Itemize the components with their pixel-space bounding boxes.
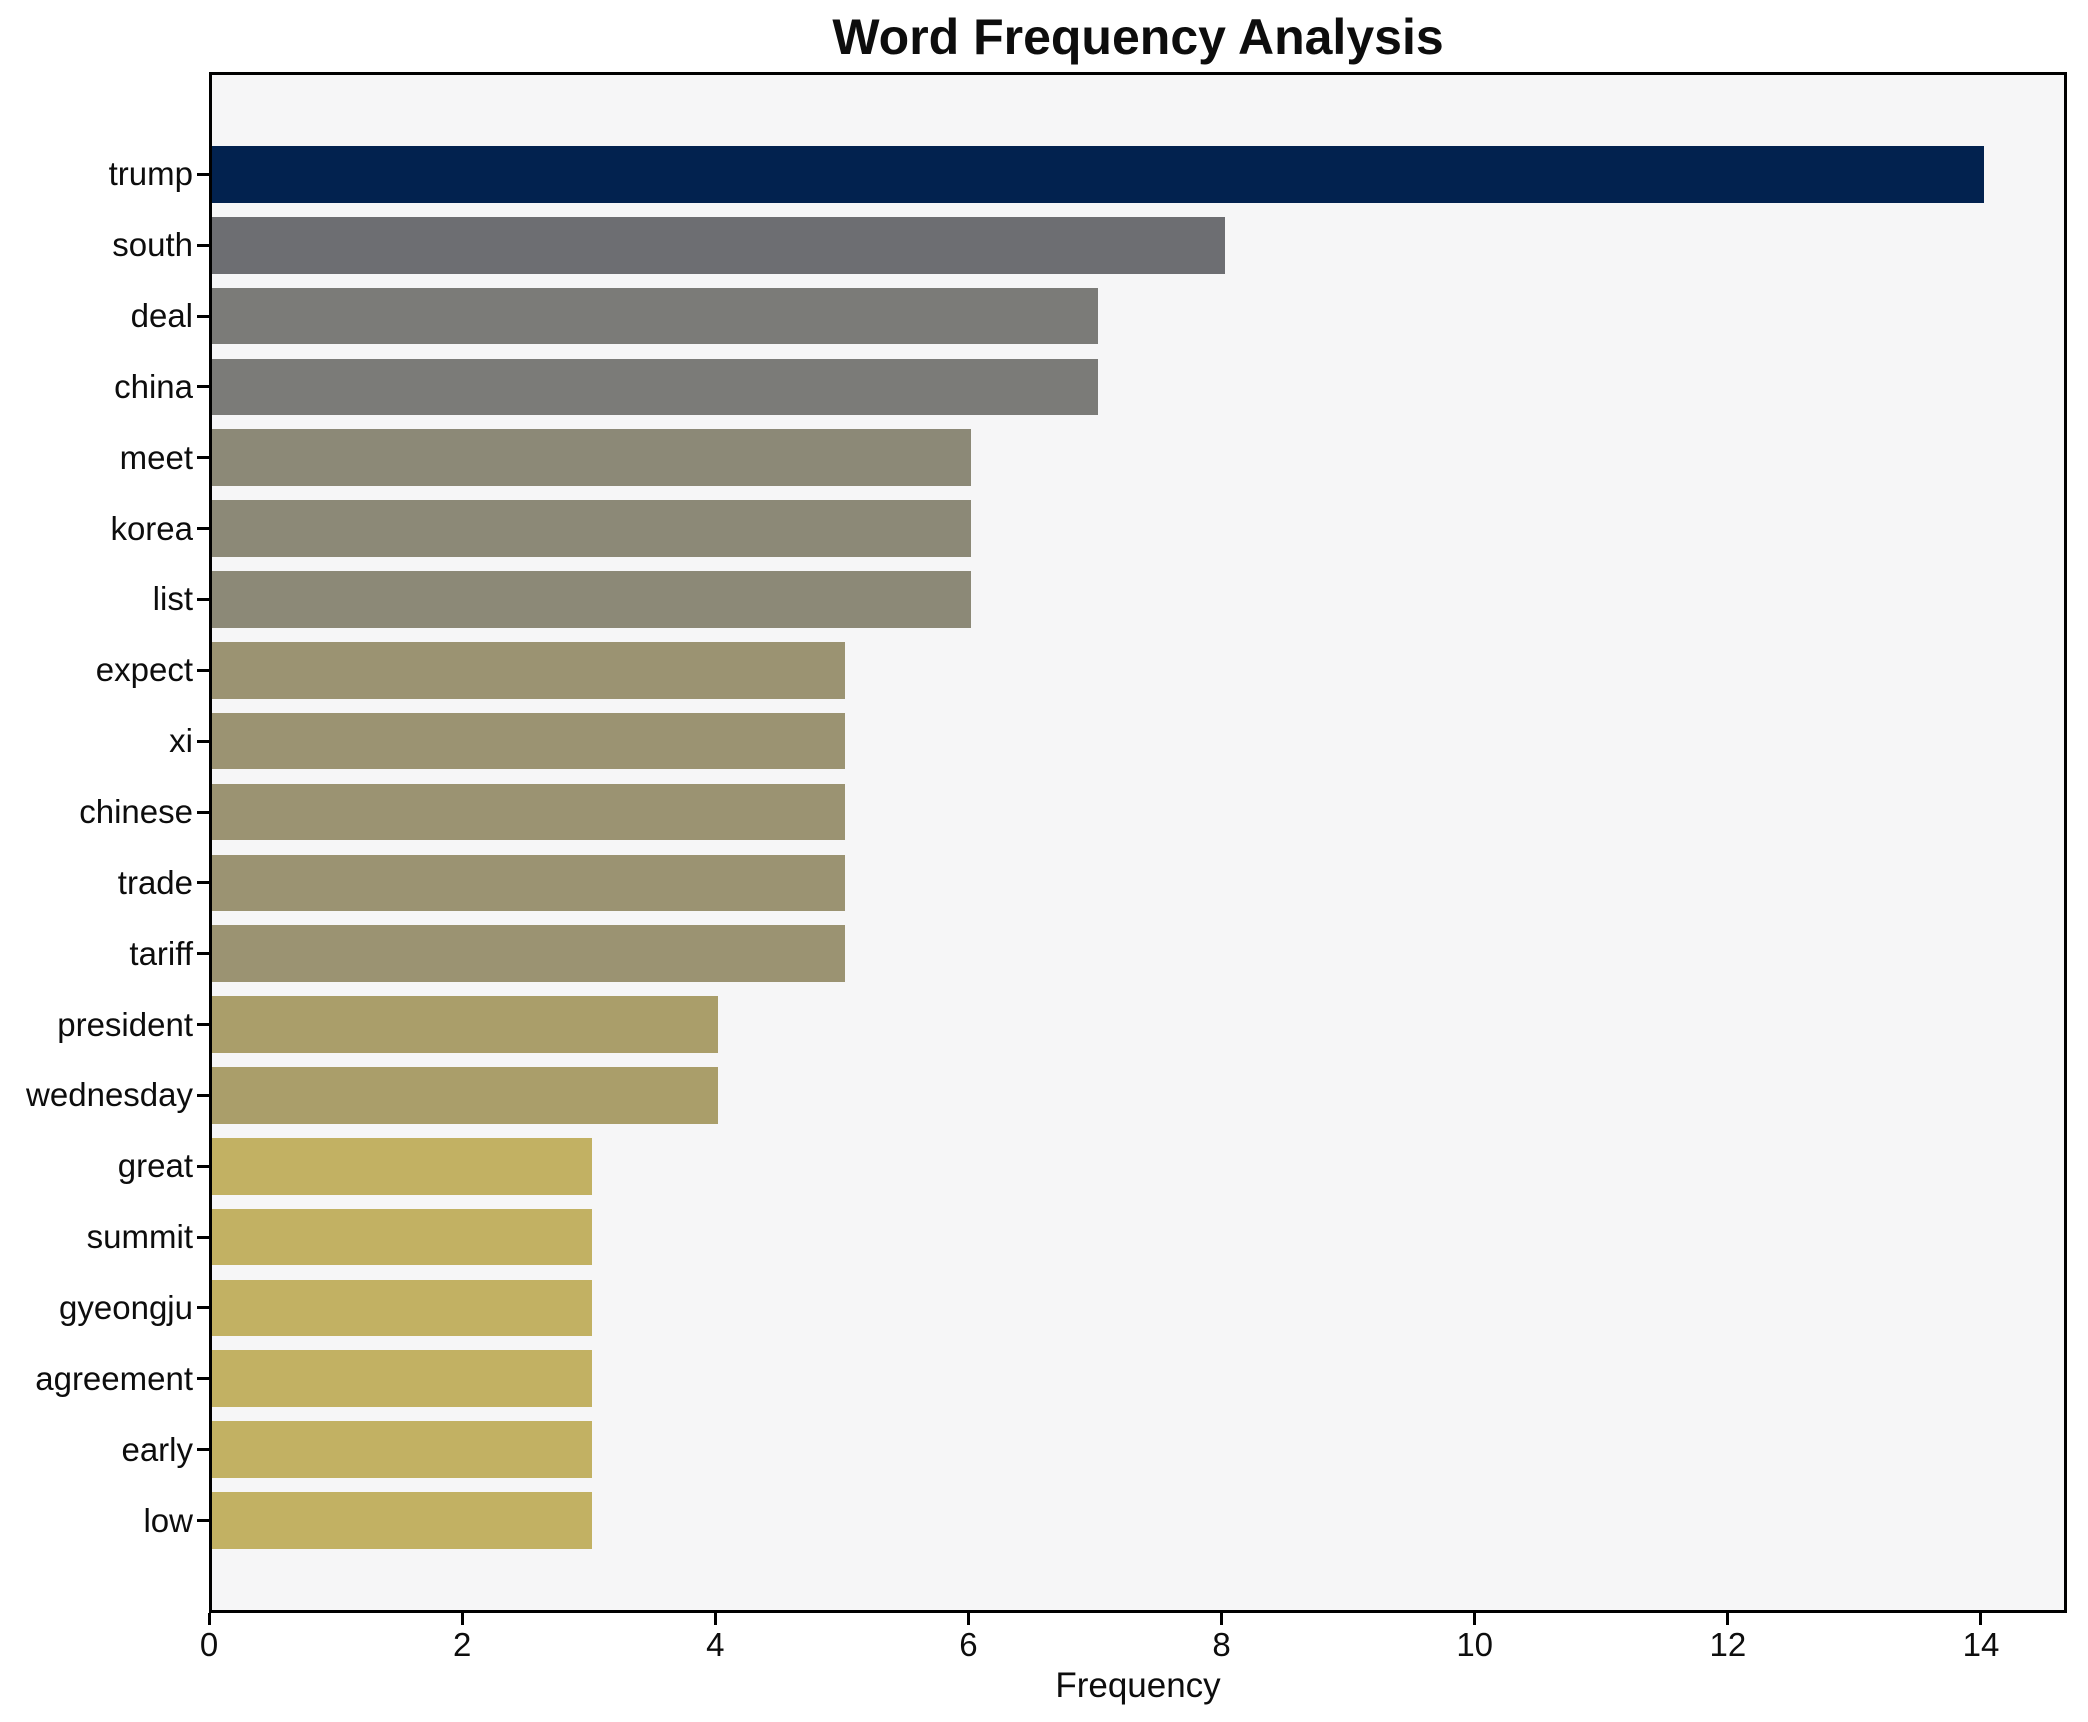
- x-tick-label-0: 0: [199, 1626, 219, 1663]
- bar-great: [212, 1137, 592, 1195]
- x-tick-label-14: 14: [1962, 1626, 2000, 1663]
- y-tick-mark: [197, 1093, 209, 1097]
- x-tick-mark: [1979, 1613, 1983, 1625]
- x-tick-label-8: 8: [1212, 1626, 1231, 1663]
- x-tick-label-10: 10: [1456, 1626, 1494, 1663]
- y-tick-label-china: china: [114, 367, 193, 405]
- bar-expect: [212, 641, 845, 699]
- bar-president: [212, 996, 719, 1053]
- x-tick-label-2: 2: [452, 1626, 472, 1663]
- y-tick-label-xi: xi: [169, 722, 193, 760]
- y-tick-mark: [197, 314, 209, 318]
- bar-trade: [212, 854, 845, 912]
- bar-agreement: [212, 1350, 592, 1408]
- y-tick-mark: [197, 597, 209, 601]
- x-tick-mark: [713, 1613, 717, 1625]
- y-tick-mark: [197, 1448, 209, 1452]
- bar-korea: [212, 500, 972, 557]
- bar-low: [212, 1492, 592, 1549]
- bar-south: [212, 216, 1225, 274]
- y-tick-label-president: president: [57, 1005, 193, 1043]
- x-tick-mark: [1220, 1613, 1224, 1625]
- bar-gyeongju: [212, 1279, 592, 1337]
- y-tick-mark: [197, 881, 209, 885]
- bar-list: [212, 571, 972, 628]
- y-tick-mark: [197, 1519, 209, 1522]
- bar-wednesday: [212, 1067, 719, 1124]
- chart-title: Word Frequency Analysis: [832, 9, 1444, 65]
- y-tick-mark: [197, 243, 209, 247]
- y-tick-label-south: south: [112, 226, 193, 264]
- y-tick-label-wednesday: wednesday: [26, 1076, 193, 1114]
- y-tick-mark: [197, 952, 209, 956]
- x-tick-label-4: 4: [706, 1626, 725, 1663]
- bar-china: [212, 358, 1098, 416]
- y-tick-label-trade: trade: [117, 863, 193, 901]
- y-tick-mark: [197, 1235, 209, 1239]
- x-tick-mark: [1726, 1613, 1730, 1625]
- bar-chinese: [212, 783, 845, 841]
- y-tick-label-low: low: [143, 1501, 193, 1539]
- y-tick-mark: [197, 1164, 209, 1168]
- y-tick-label-trump: trump: [108, 155, 193, 193]
- bar-early: [212, 1421, 592, 1478]
- y-tick-label-korea: korea: [110, 509, 193, 547]
- x-tick-label-6: 6: [959, 1626, 978, 1663]
- plot-area: [209, 72, 2067, 1613]
- bar-xi: [212, 712, 845, 770]
- y-tick-label-expect: expect: [95, 651, 193, 689]
- y-tick-mark: [197, 668, 209, 672]
- y-tick-mark: [197, 385, 209, 389]
- bar-meet: [212, 429, 972, 487]
- y-tick-label-gyeongju: gyeongju: [59, 1288, 193, 1326]
- x-tick-mark: [1473, 1613, 1477, 1625]
- bar-tariff: [212, 925, 845, 983]
- x-axis-title: Frequency: [1055, 1666, 1221, 1705]
- y-tick-label-early: early: [121, 1430, 193, 1468]
- bar-summit: [212, 1208, 592, 1266]
- bar-deal: [212, 287, 1098, 345]
- y-tick-label-great: great: [117, 1147, 193, 1185]
- bar-trump: [212, 146, 1984, 203]
- y-tick-label-tariff: tariff: [129, 934, 193, 972]
- y-tick-label-list: list: [152, 580, 193, 618]
- y-tick-label-deal: deal: [130, 297, 193, 335]
- y-tick-mark: [197, 456, 209, 460]
- y-tick-mark: [197, 1306, 209, 1310]
- x-tick-mark: [966, 1613, 970, 1625]
- y-tick-label-meet: meet: [119, 438, 193, 476]
- y-tick-mark: [197, 1377, 209, 1381]
- y-tick-label-chinese: chinese: [79, 793, 193, 830]
- x-tick-mark: [460, 1613, 464, 1625]
- y-tick-mark: [197, 527, 209, 531]
- y-tick-mark: [197, 810, 209, 814]
- y-tick-label-summit: summit: [86, 1218, 193, 1256]
- x-tick-mark: [207, 1613, 211, 1625]
- y-tick-label-agreement: agreement: [35, 1359, 193, 1397]
- y-tick-mark: [197, 1023, 209, 1027]
- y-tick-mark: [197, 172, 209, 176]
- y-tick-mark: [197, 739, 209, 743]
- x-tick-label-12: 12: [1709, 1626, 1747, 1663]
